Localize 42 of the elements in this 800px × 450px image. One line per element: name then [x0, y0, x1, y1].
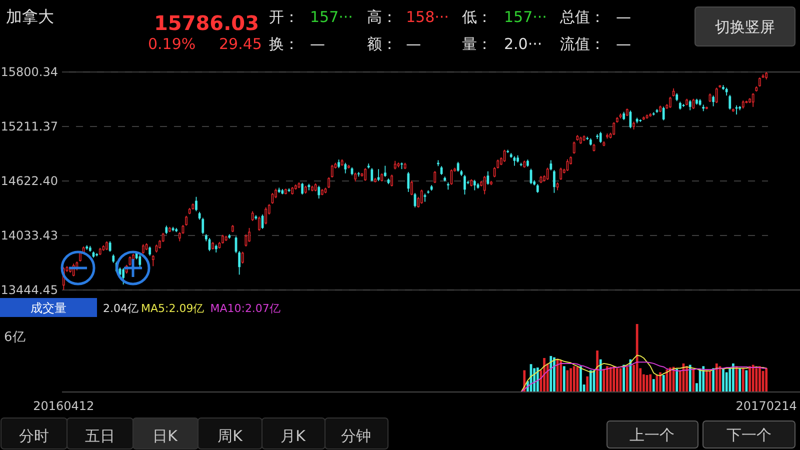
- annotation: 158···: [406, 8, 449, 26]
- annotation: —: [310, 35, 325, 53]
- annotation: 分钟: [324, 418, 388, 450]
- y-tick-label: 15800.34: [0, 65, 58, 79]
- annotation: 换：: [269, 35, 299, 53]
- legend-item: MA5:2.09亿: [141, 302, 204, 315]
- legend-item: MA10:2.07亿: [210, 302, 280, 315]
- annotation: 157···: [310, 8, 353, 26]
- annotation: 29.45: [219, 35, 262, 53]
- annotation: 6亿: [4, 330, 26, 345]
- x-tick-label: 20160412: [33, 399, 94, 413]
- annotation: 15786.03: [154, 11, 260, 35]
- annotation: 上一个: [606, 420, 698, 448]
- x-tick-label: 20170214: [736, 399, 797, 413]
- y-tick-label: 15211.37: [0, 120, 58, 134]
- annotation: 额：: [367, 35, 397, 53]
- annotation: 0.19%: [148, 35, 196, 53]
- annotation: 开：: [269, 8, 299, 26]
- y-tick-label: 14622.40: [0, 174, 58, 188]
- annotation: 日K: [132, 418, 198, 450]
- annotation: 2.04亿: [103, 302, 138, 315]
- annotation: 2.0···: [504, 35, 542, 53]
- annotation: 切换竖屏: [694, 6, 796, 46]
- y-tick-label: 14033.43: [0, 228, 58, 242]
- annotation: 月K: [262, 418, 326, 450]
- annotation: —: [616, 8, 631, 26]
- annotation: 下一个: [702, 420, 796, 448]
- title: 加拿大: [6, 7, 54, 26]
- annotation: 157···: [504, 8, 547, 26]
- title: 成交量: [0, 298, 97, 317]
- annotation: 总值：: [560, 8, 605, 26]
- annotation: —: [406, 35, 421, 53]
- annotation: 量：: [462, 35, 492, 53]
- annotation: —: [616, 35, 631, 53]
- annotation: 低：: [462, 8, 492, 26]
- annotation: 周K: [198, 418, 262, 450]
- chart-title: 成交量: [30, 301, 66, 315]
- annotation: 流值：: [560, 35, 605, 53]
- annotation: 五日: [66, 418, 134, 450]
- y-tick-label: 13444.45: [0, 283, 58, 297]
- annotation: 分时: [0, 418, 68, 450]
- annotation: 高：: [367, 8, 397, 26]
